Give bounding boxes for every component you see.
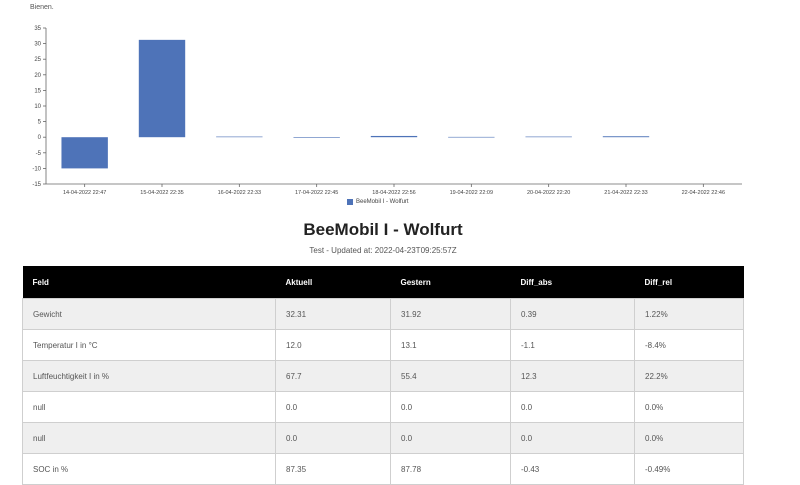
table-cell: 22.2% (634, 360, 744, 392)
table-cell: -0.43 (510, 453, 635, 485)
chart-bar (370, 135, 418, 138)
data-table: Feld Aktuell Gestern Diff_abs Diff_rel G… (22, 266, 744, 485)
chart-bar (61, 137, 108, 169)
chart-bar (216, 136, 263, 138)
y-tick-label: 25 (34, 57, 41, 63)
table-cell: 0.0 (390, 422, 511, 454)
x-tick-label: 16-04-2022 22:33 (218, 190, 261, 196)
table-row: SOC in % 87.35 87.78 -0.43 -0.49% (22, 453, 744, 485)
y-tick-label: -5 (36, 151, 42, 157)
chart-bar (138, 39, 186, 138)
table-cell: null (22, 391, 276, 423)
table-row: null 0.0 0.0 0.0 0.0% (22, 391, 744, 423)
table-header-row: Feld Aktuell Gestern Diff_abs Diff_rel (22, 266, 744, 299)
table-cell: 1.22% (634, 298, 744, 330)
column-header-feld[interactable]: Feld (22, 266, 276, 299)
table-cell: Gewicht (22, 298, 276, 330)
page-title: BeeMobil I - Wolfurt (303, 220, 463, 239)
table-cell: 87.78 (390, 453, 511, 485)
chart-legend: BeeMobil I - Wolfurt (347, 199, 409, 205)
table-cell: 0.0% (634, 422, 744, 454)
table-cell: 13.1 (390, 329, 511, 361)
chart-bar (293, 137, 340, 138)
bar-chart: -15 -10 -5 0 5 10 15 20 25 30 35 14-04-2022 22:47 15… (32, 26, 742, 196)
table-cell: 55.4 (390, 360, 511, 392)
table-cell: 87.35 (275, 453, 391, 485)
table-cell: 12.0 (275, 329, 391, 361)
chart-bar (525, 136, 572, 138)
table-cell: 67.7 (275, 360, 391, 392)
legend-swatch (347, 199, 353, 205)
x-tick-label: 14-04-2022 22:47 (63, 190, 106, 196)
table-row: null 0.0 0.0 0.0 0.0% (22, 422, 744, 454)
table-cell: -0.49% (634, 453, 744, 485)
y-tick-label: 20 (34, 73, 41, 79)
column-header-aktuell[interactable]: Aktuell (275, 266, 391, 299)
chart-bar (448, 136, 495, 138)
table-cell: 12.3 (510, 360, 635, 392)
page-subtitle: Test - Updated at: 2022-04-23T09:25:57Z (309, 246, 457, 255)
x-tick-label: 17-04-2022 22:45 (295, 190, 338, 196)
chart-bar (602, 136, 650, 138)
y-tick-label: 10 (34, 104, 41, 110)
y-tick-label: 30 (34, 42, 41, 48)
x-tick-label: 21-04-2022 22:33 (604, 190, 647, 196)
table-cell: 0.0 (390, 391, 511, 423)
table-cell: 32.31 (275, 298, 391, 330)
table-cell: 0.0 (510, 422, 635, 454)
legend-label: BeeMobil I - Wolfurt (356, 199, 409, 205)
x-tick-label: 20-04-2022 22:20 (527, 190, 570, 196)
column-header-diff-rel[interactable]: Diff_rel (634, 266, 744, 299)
y-tick-label: 15 (34, 88, 41, 94)
table-row: Temperatur I in °C 12.0 13.1 -1.1 -8.4% (22, 329, 744, 361)
x-tick-label: 19-04-2022 22:09 (450, 190, 493, 196)
x-tick-label: 18-04-2022 22:56 (372, 190, 415, 196)
y-tick-label: 0 (38, 135, 42, 141)
table-cell: Temperatur I in °C (22, 329, 276, 361)
table-cell: null (22, 422, 276, 454)
intro-text: Bienen. (30, 0, 54, 14)
table-cell: -8.4% (634, 329, 744, 361)
intro-text-line: Bienen. (30, 4, 54, 11)
table-cell: 0.0% (634, 391, 744, 423)
table-cell: 0.0 (275, 391, 391, 423)
table-row: Luftfeuchtigkeit I in % 67.7 55.4 12.3 2… (22, 360, 744, 392)
y-tick-label: 5 (38, 120, 42, 126)
y-tick-label: -15 (32, 182, 41, 188)
x-tick-label: 15-04-2022 22:35 (140, 190, 183, 196)
y-tick-label: 35 (34, 26, 41, 32)
x-tick-label: 22-04-2022 22:46 (682, 190, 725, 196)
y-tick-label: -10 (32, 166, 41, 172)
column-header-gestern[interactable]: Gestern (390, 266, 511, 299)
table-cell: 0.0 (510, 391, 635, 423)
table-cell: SOC in % (22, 453, 276, 485)
table-cell: -1.1 (510, 329, 635, 361)
table-cell: Luftfeuchtigkeit I in % (22, 360, 276, 392)
table-cell: 0.39 (510, 298, 635, 330)
table-cell: 31.92 (390, 298, 511, 330)
table-row: Gewicht 32.31 31.92 0.39 1.22% (22, 298, 744, 330)
table-cell: 0.0 (275, 422, 391, 454)
column-header-diff-abs[interactable]: Diff_abs (510, 266, 635, 299)
